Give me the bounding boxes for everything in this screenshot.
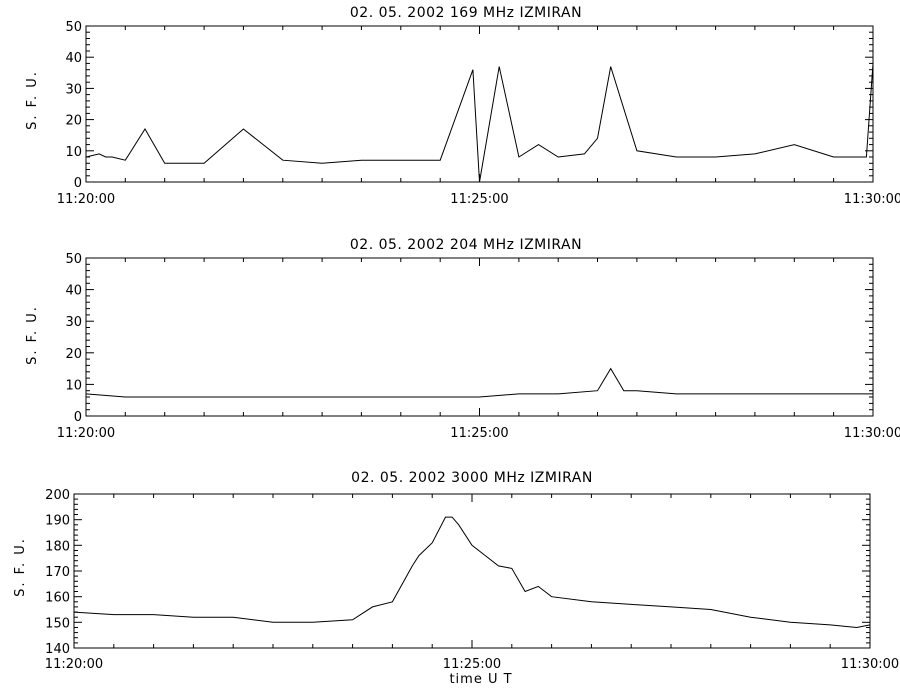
tick-marks [85,25,874,183]
y-axis-label: S. F. U. [13,537,28,597]
x-tick-labels: 11:20:00 11:25:00 11:30:00 [45,657,899,672]
y-tick-label: 150 [45,616,70,631]
y-tick-label: 10 [65,378,82,393]
plot-frame [73,493,871,649]
x-tick-label: 11:25:00 [443,657,501,672]
chart-title: 02. 05. 2002 3000 MHz IZMIRAN [351,470,593,486]
x-tick-label: 11:25:00 [450,192,508,207]
plot-frame [85,25,874,183]
y-tick-label: 30 [65,315,82,330]
series-line [85,63,874,183]
y-tick-label: 30 [65,82,82,97]
y-axis-label: S. F. U. [25,70,40,130]
x-axis-label: time U T [449,672,512,687]
x-tick-label: 11:20:00 [57,192,115,207]
chart-title: 02. 05. 2002 204 MHz IZMIRAN [350,237,582,253]
y-tick-label: 50 [65,252,82,267]
tick-marks [85,257,874,417]
x-tick-labels: 11:20:00 11:25:00 11:30:00 [57,426,900,441]
y-tick-label: 200 [45,488,70,503]
panel-169mhz: 02. 05. 2002 169 MHz IZMIRAN S. F. U. 01… [25,5,900,207]
x-tick-label: 11:25:00 [450,426,508,441]
y-tick-label: 0 [74,410,82,425]
y-tick-label: 20 [65,114,82,129]
tick-marks [73,493,871,649]
y-axis-label: S. F. U. [25,305,40,365]
x-tick-label: 11:30:00 [844,426,900,441]
y-tick-label: 140 [45,642,70,657]
panel-3000mhz: 02. 05. 2002 3000 MHz IZMIRAN S. F. U. 1… [13,470,899,687]
y-tick-labels: 0 10 20 30 40 50 [65,252,82,425]
y-tick-label: 160 [45,591,70,606]
y-tick-labels: 0 10 20 30 40 50 [65,20,82,191]
panel-204mhz: 02. 05. 2002 204 MHz IZMIRAN S. F. U. 01… [25,237,900,441]
y-tick-label: 170 [45,565,70,580]
y-tick-label: 40 [65,51,82,66]
y-tick-labels: 140 150 160 170 180 190 200 [45,488,70,657]
x-tick-label: 11:30:00 [844,192,900,207]
x-tick-label: 11:20:00 [57,426,115,441]
y-tick-label: 0 [74,176,82,191]
x-tick-label: 11:30:00 [841,657,899,672]
x-tick-label: 11:20:00 [45,657,103,672]
y-tick-label: 40 [65,284,82,299]
y-tick-label: 190 [45,514,70,529]
series-line [85,367,873,398]
y-tick-label: 20 [65,347,82,362]
x-tick-labels: 11:20:00 11:25:00 11:30:00 [57,192,900,207]
series-line [73,516,871,629]
plot-frame [85,257,874,417]
y-tick-label: 10 [65,145,82,160]
y-tick-label: 180 [45,539,70,554]
chart-title: 02. 05. 2002 169 MHz IZMIRAN [350,5,582,21]
y-tick-label: 50 [65,20,82,35]
